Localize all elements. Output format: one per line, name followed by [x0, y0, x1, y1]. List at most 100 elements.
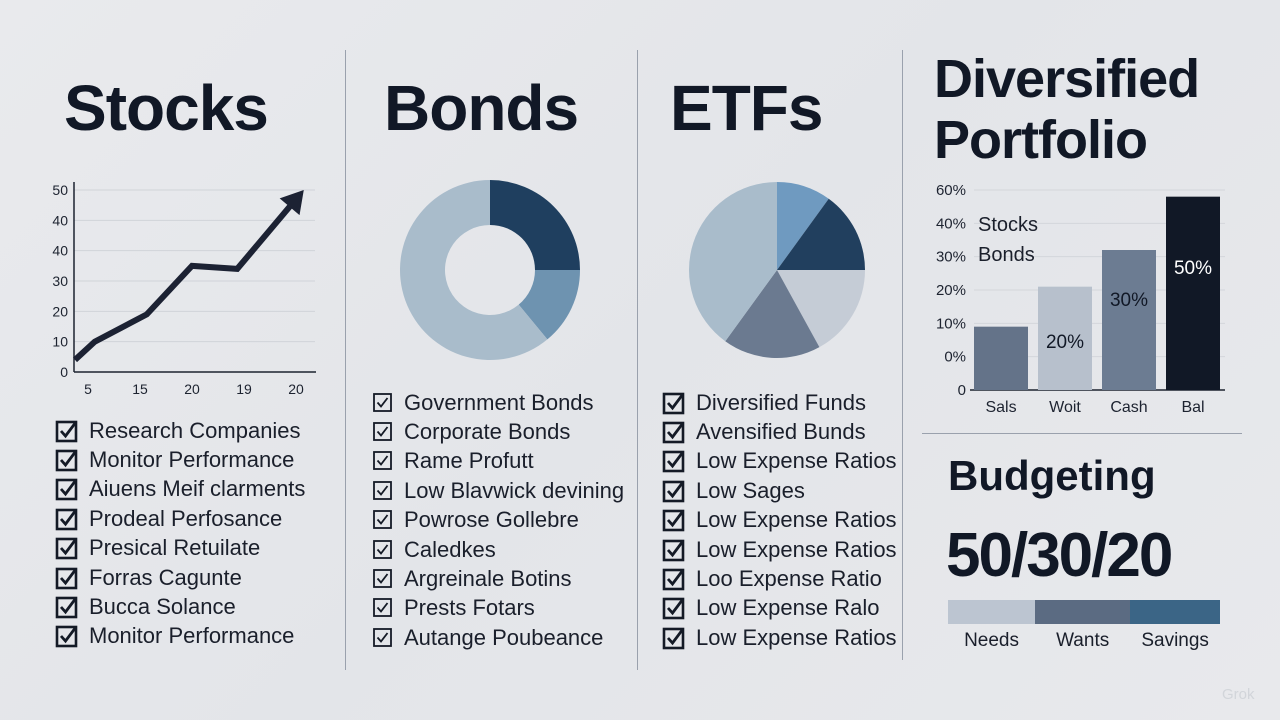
checklist-item-label: Forras Cagunte — [89, 564, 242, 590]
line-chart-svg: 50 40 40 30 20 10 05 15 20 19 20 — [52, 182, 316, 397]
bonds-checklist: Government Bonds Corporate Bonds Rame Prof… — [372, 388, 624, 653]
bar — [1102, 250, 1156, 390]
checkbox-checked-icon — [662, 509, 685, 532]
checkbox-checked-icon — [373, 627, 392, 647]
pie-slice — [777, 182, 829, 270]
etfs-checklist: Diversified Funds Avensified Bunds Low Exp… — [662, 388, 897, 653]
stocks-title: Stocks — [64, 72, 269, 144]
column-divider — [637, 50, 638, 670]
etfs-pie-chart — [689, 182, 865, 358]
checklist-item-label: Diversified Funds — [696, 389, 866, 415]
checklist-item-label: Low Expense Ralo — [696, 595, 880, 621]
checkbox-checked-icon — [55, 567, 78, 589]
y-tick-label: 40% — [936, 215, 966, 232]
y-tick-label: 10 — [52, 334, 68, 350]
legend-stocks: Stocks — [978, 214, 1039, 236]
checklist-item: Prests Fotars — [372, 594, 624, 623]
checklist-item: Autange Poubeance — [372, 623, 624, 652]
checkbox-checked-icon — [55, 596, 78, 619]
checkbox-checked-icon — [373, 539, 392, 559]
bar — [1166, 196, 1220, 390]
budget-segment — [1130, 600, 1221, 624]
y-tick-label: 30 — [52, 273, 68, 289]
arrow-head-icon — [279, 189, 304, 216]
checklist-item: Presical Retuilate — [55, 534, 305, 563]
checklist-item: Corporate Bonds — [372, 417, 624, 446]
portfolio-title-line1: Diversified — [934, 49, 1200, 109]
budget-segment-label: Needs — [964, 630, 1019, 651]
portfolio-title-line2: Portfolio — [934, 110, 1148, 170]
checklist-item-label: Rame Profutt — [404, 448, 534, 474]
y-tick-label: 0% — [944, 349, 966, 366]
checklist-item-label: Low Sages — [696, 477, 805, 503]
checklist-item-label: Presical Retuilate — [89, 535, 261, 561]
bar-data-label: 50% — [1174, 258, 1212, 279]
checklist-item-label: Prodeal Perfosance — [89, 505, 283, 531]
y-tick-label: 0 — [958, 382, 966, 399]
bonds-donut-chart — [400, 180, 580, 360]
checkbox-checked-icon — [55, 626, 78, 648]
checklist-item: Research Companies — [55, 416, 305, 445]
checklist-item: Government Bonds — [372, 388, 624, 417]
pie-slice — [777, 198, 865, 270]
budgeting-title: Budgeting — [948, 452, 1156, 499]
x-tick-label: 19 — [236, 381, 252, 397]
pie-slice — [518, 270, 580, 340]
checklist-item: Forras Cagunte — [55, 563, 305, 592]
checklist-item-label: Powrose Gollebre — [404, 507, 579, 533]
checkbox-checked-icon — [55, 537, 78, 560]
checkbox-checked-icon — [662, 392, 685, 414]
pie-slice — [490, 180, 580, 270]
checkbox-checked-icon — [373, 451, 392, 471]
legend-bonds: Bonds — [978, 244, 1035, 266]
pie-slice — [400, 180, 548, 360]
budget-segment-label: Savings — [1141, 630, 1209, 651]
checklist-item-label: Corporate Bonds — [404, 419, 571, 445]
checklist-item-label: Avensified Bunds — [696, 419, 866, 445]
checkbox-checked-icon — [373, 422, 392, 441]
checkbox-checked-icon — [662, 568, 685, 591]
budget-segment — [1035, 600, 1131, 624]
checklist-item-label: Low Expense Ratios — [696, 448, 897, 474]
line-series — [72, 201, 295, 363]
y-tick-label: 10% — [936, 315, 966, 332]
checkbox-checked-icon — [662, 451, 685, 473]
checklist-item: Prodeal Perfosance — [55, 504, 305, 533]
checkbox-checked-icon — [55, 449, 78, 472]
pie-slice — [689, 182, 777, 342]
budget-segment — [948, 600, 1036, 624]
checklist-item: Caledkes — [372, 535, 624, 564]
checklist-item: Loo Expense Ratio — [662, 564, 897, 593]
checkbox-checked-icon — [55, 479, 78, 501]
checklist-item-label: Low Blavwick devining — [404, 477, 625, 503]
y-tick-label: 30% — [936, 249, 966, 266]
checklist-item: Bucca Solance — [55, 592, 305, 621]
pie-slice — [725, 270, 820, 358]
x-tick-label: 20 — [288, 381, 304, 397]
y-tick-label: 50 — [52, 182, 68, 198]
bar-legend: Stocks Bonds — [978, 210, 1038, 270]
x-tick-label: 15 — [132, 381, 148, 397]
etfs-title: ETFs — [670, 72, 823, 144]
x-tick-label: 20 — [184, 381, 200, 397]
column-divider — [345, 50, 346, 670]
checkbox-checked-icon — [662, 627, 685, 650]
checklist-item-label: Low Expense Ratios — [696, 507, 897, 533]
x-tick-label: 5 — [84, 381, 92, 397]
checklist-item: Low Blavwick devining — [372, 476, 624, 505]
checkbox-checked-icon — [662, 539, 685, 561]
checklist-item: Monitor Performance — [55, 622, 305, 651]
checklist-item: Low Expense Ratios — [662, 506, 897, 535]
section-divider — [922, 433, 1242, 434]
checklist-item: Low Expense Ratios — [662, 447, 897, 476]
checklist-item-label: Low Expense Ratios — [696, 536, 897, 562]
checklist-item: Diversified Funds — [662, 388, 897, 417]
budget-labels: Needs Wants Savings — [948, 630, 1220, 654]
bar — [1038, 286, 1092, 390]
checklist-item-label: Prests Fotars — [404, 595, 535, 621]
checklist-item: Monitor Performance — [55, 445, 305, 474]
checklist-item-label: Monitor Performance — [89, 623, 295, 649]
budget-bar — [948, 600, 1221, 624]
x-category-label: Sals — [985, 399, 1016, 416]
bar — [974, 326, 1028, 390]
